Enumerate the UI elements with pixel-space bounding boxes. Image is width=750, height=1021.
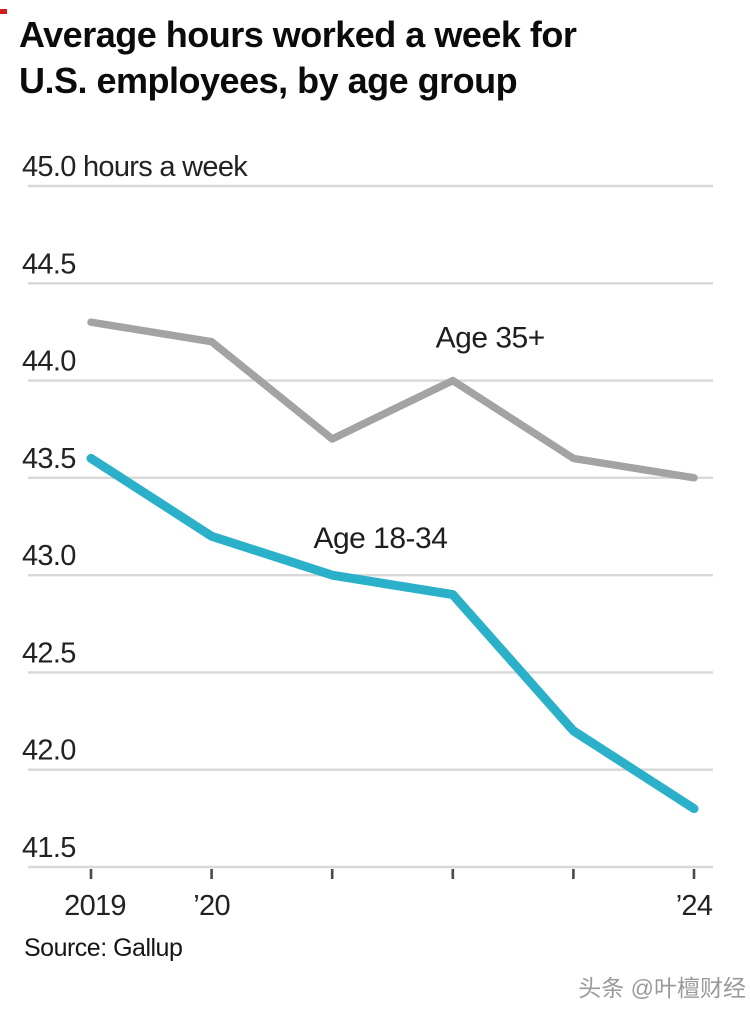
series-annotation: Age 18-34 xyxy=(313,522,447,555)
x-tick-label: ’20 xyxy=(193,890,230,922)
y-tick-label: 41.5 xyxy=(22,832,76,864)
series-line-age-18-34 xyxy=(86,453,699,814)
chart-title-line-2: U.S. employees, by age group xyxy=(19,60,518,101)
y-tick-label: 44.0 xyxy=(22,346,76,378)
chart-title: Average hours worked a week for U.S. emp… xyxy=(19,12,709,104)
series-line-age-35- xyxy=(87,318,698,482)
series-annotation: Age 35+ xyxy=(436,321,545,354)
y-tick-label: 43.5 xyxy=(22,443,76,475)
y-tick-label: 42.0 xyxy=(22,735,76,767)
x-tick-label: ’24 xyxy=(676,890,713,922)
y-tick-label: 43.0 xyxy=(22,540,76,572)
source-note: Source: Gallup xyxy=(24,934,183,962)
x-tick-label: 2019 xyxy=(64,890,126,922)
screenshot-artifact-red-mark xyxy=(0,9,7,14)
watermark: 头条 @叶檀财经 xyxy=(578,975,746,1001)
y-tick-label: 44.5 xyxy=(22,248,76,280)
y-tick-label: 45.0 hours a week xyxy=(22,151,248,183)
chart-title-line-1: Average hours worked a week for xyxy=(19,14,577,55)
y-tick-label: 42.5 xyxy=(22,637,76,669)
